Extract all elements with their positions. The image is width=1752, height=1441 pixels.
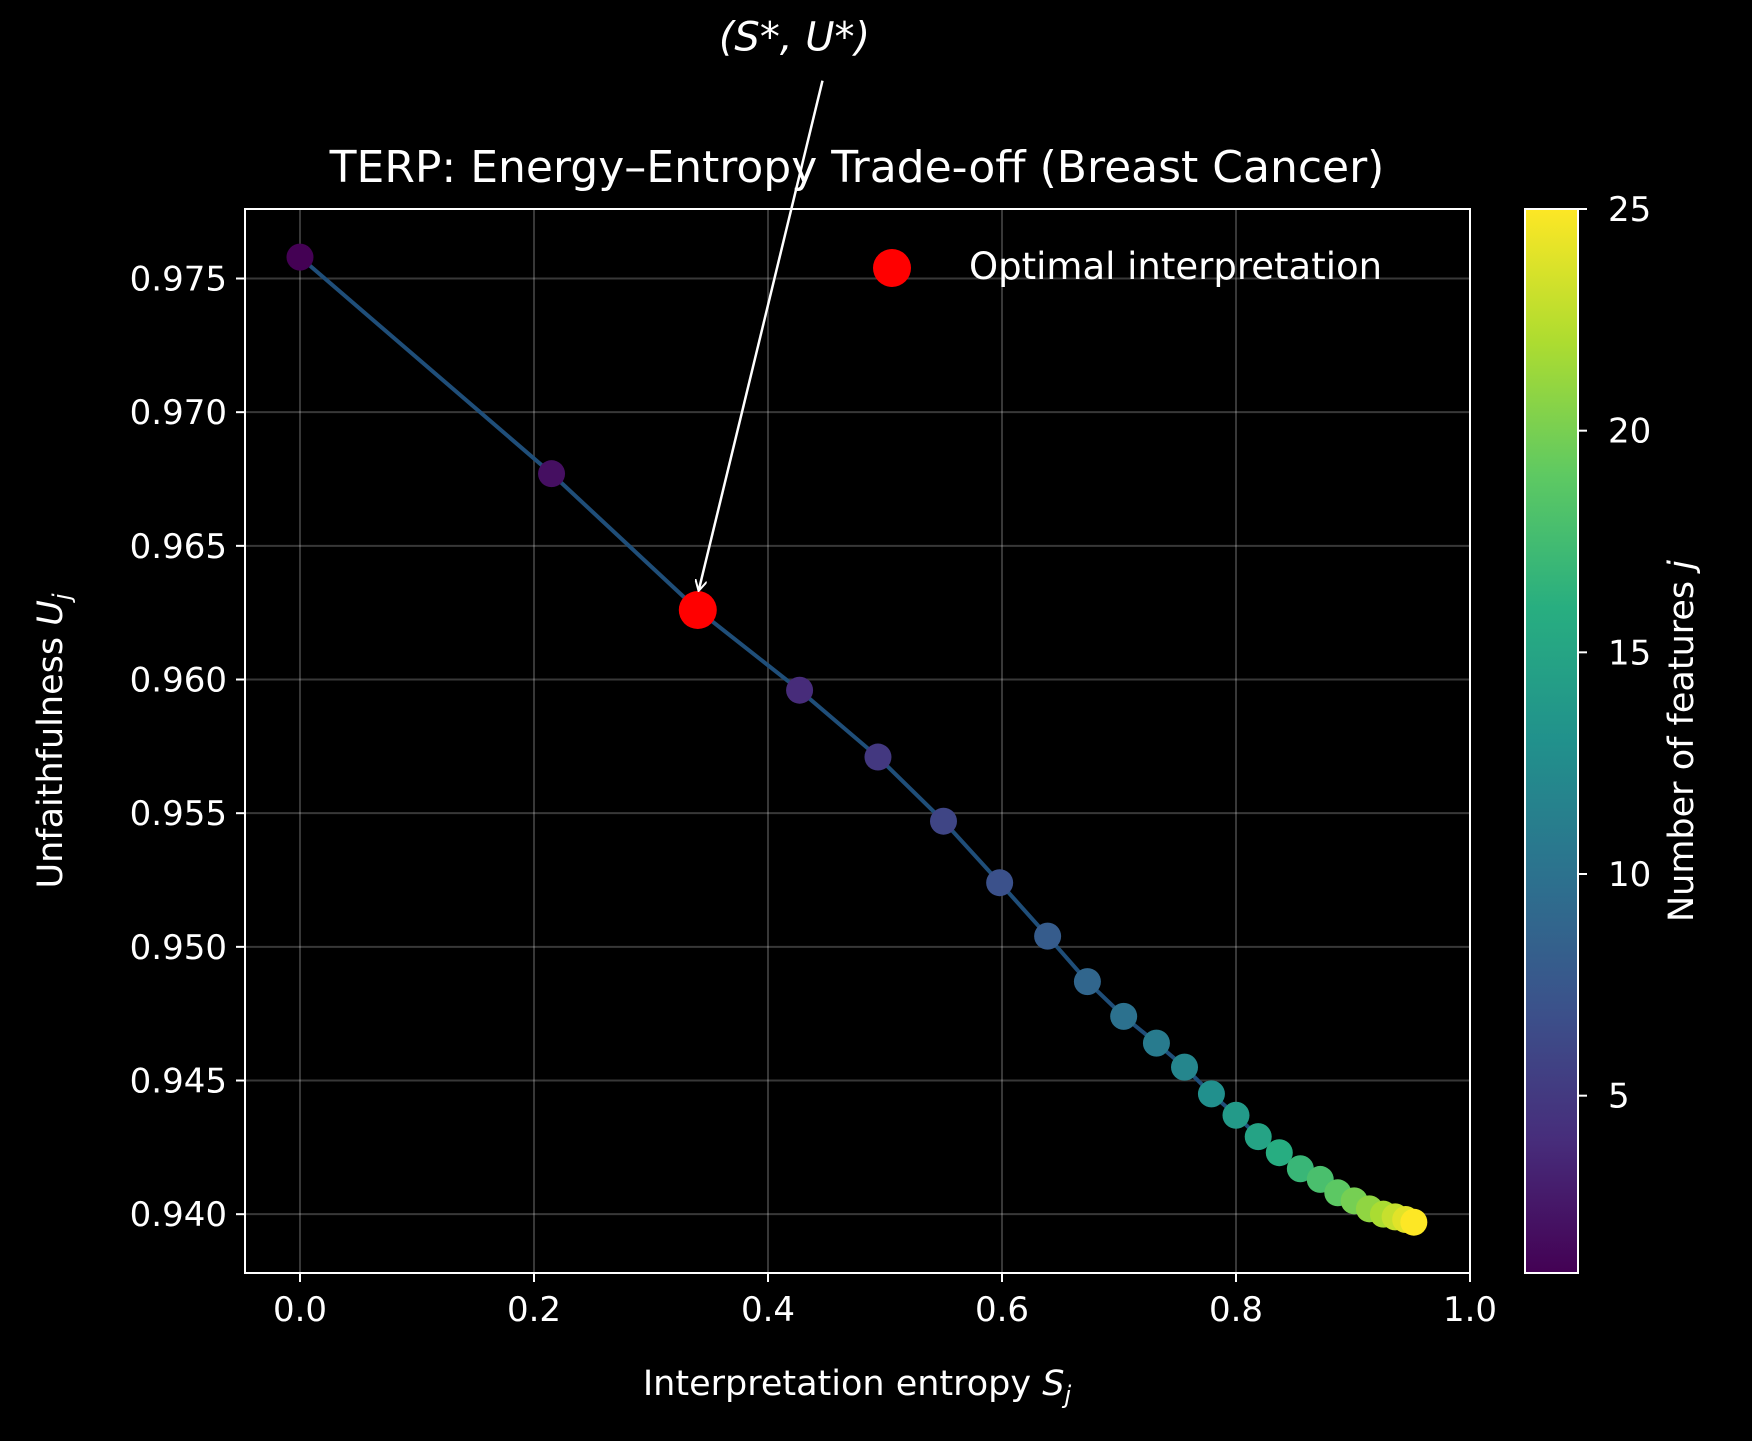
optimal-point xyxy=(678,591,717,630)
data-point xyxy=(786,676,814,704)
data-point xyxy=(1400,1208,1428,1236)
chart-title: TERP: Energy–Entropy Trade-off (Breast C… xyxy=(329,142,1385,193)
colorbar-tick-label: 10 xyxy=(1608,855,1651,895)
x-tick-label: 0.0 xyxy=(273,1290,327,1330)
annotation-arrow xyxy=(699,80,824,590)
y-axis-ticks: 0.940 0.945 0.950 0.955 0.960 0.965 0.970 0.975 xyxy=(130,260,245,1235)
y-tick-label: 0.970 xyxy=(130,393,227,433)
y-tick-label: 0.955 xyxy=(130,794,227,834)
y-axis-label-text: Unfaithfulness xyxy=(31,637,71,889)
colorbar-ticks: 5 10 15 20 25 xyxy=(1578,190,1651,1117)
colorbar-tick-label: 15 xyxy=(1608,633,1651,673)
data-point xyxy=(1222,1101,1250,1129)
annotation-label: (S*, U*) xyxy=(719,15,870,61)
data-point xyxy=(1171,1053,1199,1081)
data-point xyxy=(1142,1029,1170,1057)
y-tick-label: 0.975 xyxy=(130,260,227,300)
optimal-annotation: (S*, U*) xyxy=(699,15,870,590)
y-axis-label: Unfaithfulness Uj xyxy=(31,593,76,888)
y-axis-label-symbol: U xyxy=(31,600,71,626)
x-axis-label: Interpretation entropy Sj xyxy=(643,1364,1072,1409)
data-point xyxy=(1110,1002,1138,1030)
data-point xyxy=(538,460,566,488)
data-point xyxy=(986,869,1014,897)
data-point xyxy=(1244,1123,1272,1151)
x-tick-label: 0.8 xyxy=(1209,1290,1263,1330)
series-line xyxy=(298,255,1415,1225)
colorbar-label-index: j xyxy=(1662,560,1702,574)
legend: Optimal interpretation xyxy=(873,245,1382,288)
data-point xyxy=(1286,1155,1314,1183)
plot-frame xyxy=(244,208,1471,1274)
data-point xyxy=(864,743,892,771)
colorbar-label: Number of features j xyxy=(1662,560,1702,922)
y-tick-label: 0.940 xyxy=(130,1195,227,1235)
colorbar-tick-label: 25 xyxy=(1608,190,1651,230)
y-axis-label-index: j xyxy=(48,593,76,603)
x-tick-label: 1.0 xyxy=(1443,1290,1497,1330)
data-point xyxy=(1034,922,1062,950)
y-tick-label: 0.965 xyxy=(130,527,227,567)
data-point xyxy=(929,807,957,835)
optimal-point-group xyxy=(678,591,717,630)
colorbar-label-text: Number of features xyxy=(1662,581,1702,922)
x-tick-label: 0.4 xyxy=(741,1290,795,1330)
legend-label: Optimal interpretation xyxy=(969,245,1382,288)
x-axis-label-text: Interpretation entropy xyxy=(643,1364,1031,1404)
data-point xyxy=(286,243,314,271)
colorbar xyxy=(1524,208,1579,1274)
y-tick-label: 0.960 xyxy=(130,661,227,701)
x-tick-label: 0.2 xyxy=(507,1290,561,1330)
trade-off-curve xyxy=(298,255,1415,1225)
y-tick-label: 0.945 xyxy=(130,1062,227,1102)
y-tick-label: 0.950 xyxy=(130,928,227,968)
x-axis-label-index: j xyxy=(1061,1381,1071,1409)
colorbar-tick-label: 5 xyxy=(1608,1077,1630,1117)
data-point xyxy=(1073,968,1101,996)
colorbar-tick-label: 20 xyxy=(1608,412,1651,452)
x-axis-ticks: 0.0 0.2 0.4 0.6 0.8 1.0 xyxy=(273,1273,1497,1330)
data-point xyxy=(1197,1080,1225,1108)
x-axis-label-symbol: S xyxy=(1042,1364,1064,1404)
x-tick-label: 0.6 xyxy=(975,1290,1029,1330)
legend-marker xyxy=(873,249,911,287)
data-point xyxy=(1265,1139,1293,1167)
